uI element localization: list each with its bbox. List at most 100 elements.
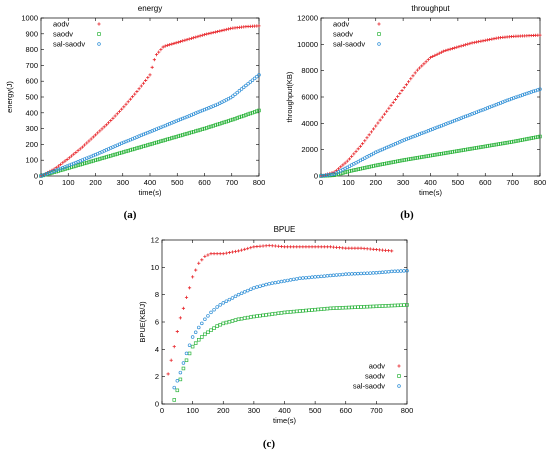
data-point xyxy=(313,275,317,279)
data-point xyxy=(441,151,446,156)
data-point xyxy=(382,162,387,166)
data-point xyxy=(452,46,457,50)
data-point xyxy=(282,279,287,283)
x-axis-label: time(s) xyxy=(273,416,296,425)
data-point xyxy=(350,246,354,250)
y-tick-label: 900 xyxy=(25,29,38,38)
data-point xyxy=(174,135,178,139)
data-point xyxy=(298,245,302,249)
legend-label: aodv xyxy=(333,20,350,29)
data-point xyxy=(184,351,189,356)
data-point xyxy=(184,295,189,299)
x-tick-label: 100 xyxy=(62,178,75,187)
data-point xyxy=(130,95,135,99)
data-point xyxy=(196,34,200,39)
data-point xyxy=(399,303,403,307)
data-point xyxy=(374,124,378,128)
data-point xyxy=(220,28,224,33)
data-point xyxy=(509,140,514,144)
data-point xyxy=(207,31,211,36)
x-tick-label: 300 xyxy=(397,178,410,187)
data-point xyxy=(76,163,80,168)
data-point xyxy=(424,60,428,64)
data-point xyxy=(80,162,85,166)
data-point xyxy=(437,51,441,55)
data-point xyxy=(133,92,137,96)
data-point xyxy=(128,97,132,101)
data-point xyxy=(307,308,311,312)
data-point xyxy=(371,127,376,131)
data-point xyxy=(356,147,360,151)
data-point xyxy=(328,245,333,249)
data-point xyxy=(228,118,233,123)
data-point xyxy=(383,270,388,274)
data-point xyxy=(91,135,95,139)
x-tick-label: 200 xyxy=(89,178,102,187)
data-point xyxy=(78,147,82,151)
data-point xyxy=(227,250,231,255)
data-point xyxy=(340,306,345,310)
data-point xyxy=(463,147,468,152)
data-point xyxy=(120,107,124,111)
data-point xyxy=(356,305,360,309)
data-point xyxy=(242,290,247,294)
data-point xyxy=(492,37,496,41)
data-point xyxy=(69,154,74,158)
data-point xyxy=(292,245,296,249)
data-point xyxy=(202,32,207,37)
data-point xyxy=(176,40,180,44)
data-point xyxy=(264,313,268,317)
data-point xyxy=(89,159,93,164)
data-point xyxy=(196,128,200,133)
data-point xyxy=(85,160,89,165)
data-point xyxy=(531,136,536,140)
data-point xyxy=(172,345,176,349)
data-point xyxy=(109,154,113,158)
data-point xyxy=(356,167,360,172)
data-point xyxy=(383,304,388,308)
data-point xyxy=(361,142,365,146)
data-point xyxy=(339,165,343,169)
data-point xyxy=(239,87,244,91)
data-point xyxy=(209,310,213,315)
data-point xyxy=(191,130,196,134)
data-point xyxy=(203,254,207,258)
data-point xyxy=(331,273,336,278)
data-point xyxy=(206,330,210,335)
data-point xyxy=(378,118,382,122)
data-point xyxy=(135,146,139,150)
data-point xyxy=(288,278,293,282)
data-point xyxy=(411,74,415,78)
data-point xyxy=(239,316,244,321)
data-point xyxy=(246,246,250,251)
data-point xyxy=(190,344,195,349)
data-point xyxy=(446,48,450,52)
data-point xyxy=(96,131,100,135)
chart-title: energy xyxy=(138,4,162,13)
data-point xyxy=(455,149,459,153)
data-point xyxy=(522,92,527,97)
y-tick-label: 600 xyxy=(25,77,38,86)
data-point xyxy=(380,248,385,252)
data-point xyxy=(202,126,207,131)
data-point xyxy=(325,245,329,249)
y-tick-label: 200 xyxy=(25,140,38,149)
data-point xyxy=(141,81,146,85)
data-point xyxy=(93,158,98,162)
panel-caption: (b) xyxy=(400,209,414,221)
data-point xyxy=(347,169,352,173)
data-point xyxy=(255,285,259,289)
data-point xyxy=(369,164,374,169)
data-point xyxy=(483,144,488,149)
data-point xyxy=(400,158,404,163)
data-point xyxy=(496,142,501,146)
data-point xyxy=(398,159,402,163)
data-point xyxy=(341,163,345,167)
data-point xyxy=(533,88,538,93)
data-point xyxy=(494,142,498,147)
data-point xyxy=(218,29,222,33)
data-point xyxy=(352,152,356,156)
data-point xyxy=(227,319,232,324)
data-point xyxy=(386,303,391,308)
data-point xyxy=(203,317,207,322)
